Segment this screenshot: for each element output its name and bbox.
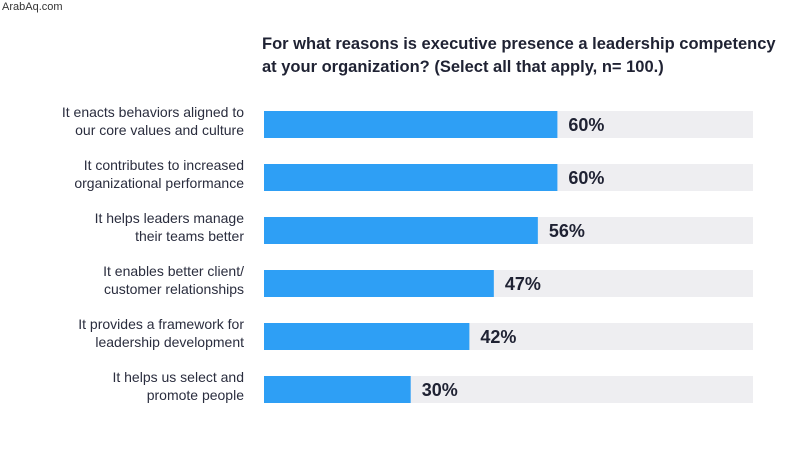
bar xyxy=(264,376,411,403)
category-label: It contributes to increased organizationa… xyxy=(74,157,244,191)
bar-row: 30% It helps us select and promote people xyxy=(112,369,753,403)
category-label: It helps us select and promote people xyxy=(112,369,244,403)
chart-title: For what reasons is executive presence a… xyxy=(262,35,776,76)
bar xyxy=(264,111,558,138)
value-label: 56% xyxy=(549,221,585,241)
bar xyxy=(264,323,470,350)
category-label: It enables better client/customer relati… xyxy=(103,263,244,297)
bar-row: 42% It provides a framework for leadership… xyxy=(78,316,753,350)
category-label: It helps leaders manage their teams bette… xyxy=(95,210,245,244)
bar xyxy=(264,217,538,244)
bar-row: 56% It helps leaders manage their teams be… xyxy=(95,210,753,244)
value-label: 30% xyxy=(422,380,458,400)
value-label: 42% xyxy=(480,327,516,347)
category-label: It provides a framework for leadership de… xyxy=(78,316,244,350)
bar-row: 60% It contributes to increased organizati… xyxy=(74,157,753,191)
bar-row: 60% It enacts behaviors aligned to our cor… xyxy=(62,104,753,138)
value-label: 60% xyxy=(568,115,604,135)
bar xyxy=(264,164,558,191)
bar xyxy=(264,270,494,297)
bar-row: 47% It enables better client/customer rel… xyxy=(103,263,753,297)
value-label: 60% xyxy=(568,168,604,188)
category-label: It enacts behaviors aligned to our core v… xyxy=(62,104,244,138)
watermark: ArabAq.com xyxy=(2,1,63,13)
value-label: 47% xyxy=(505,274,541,294)
